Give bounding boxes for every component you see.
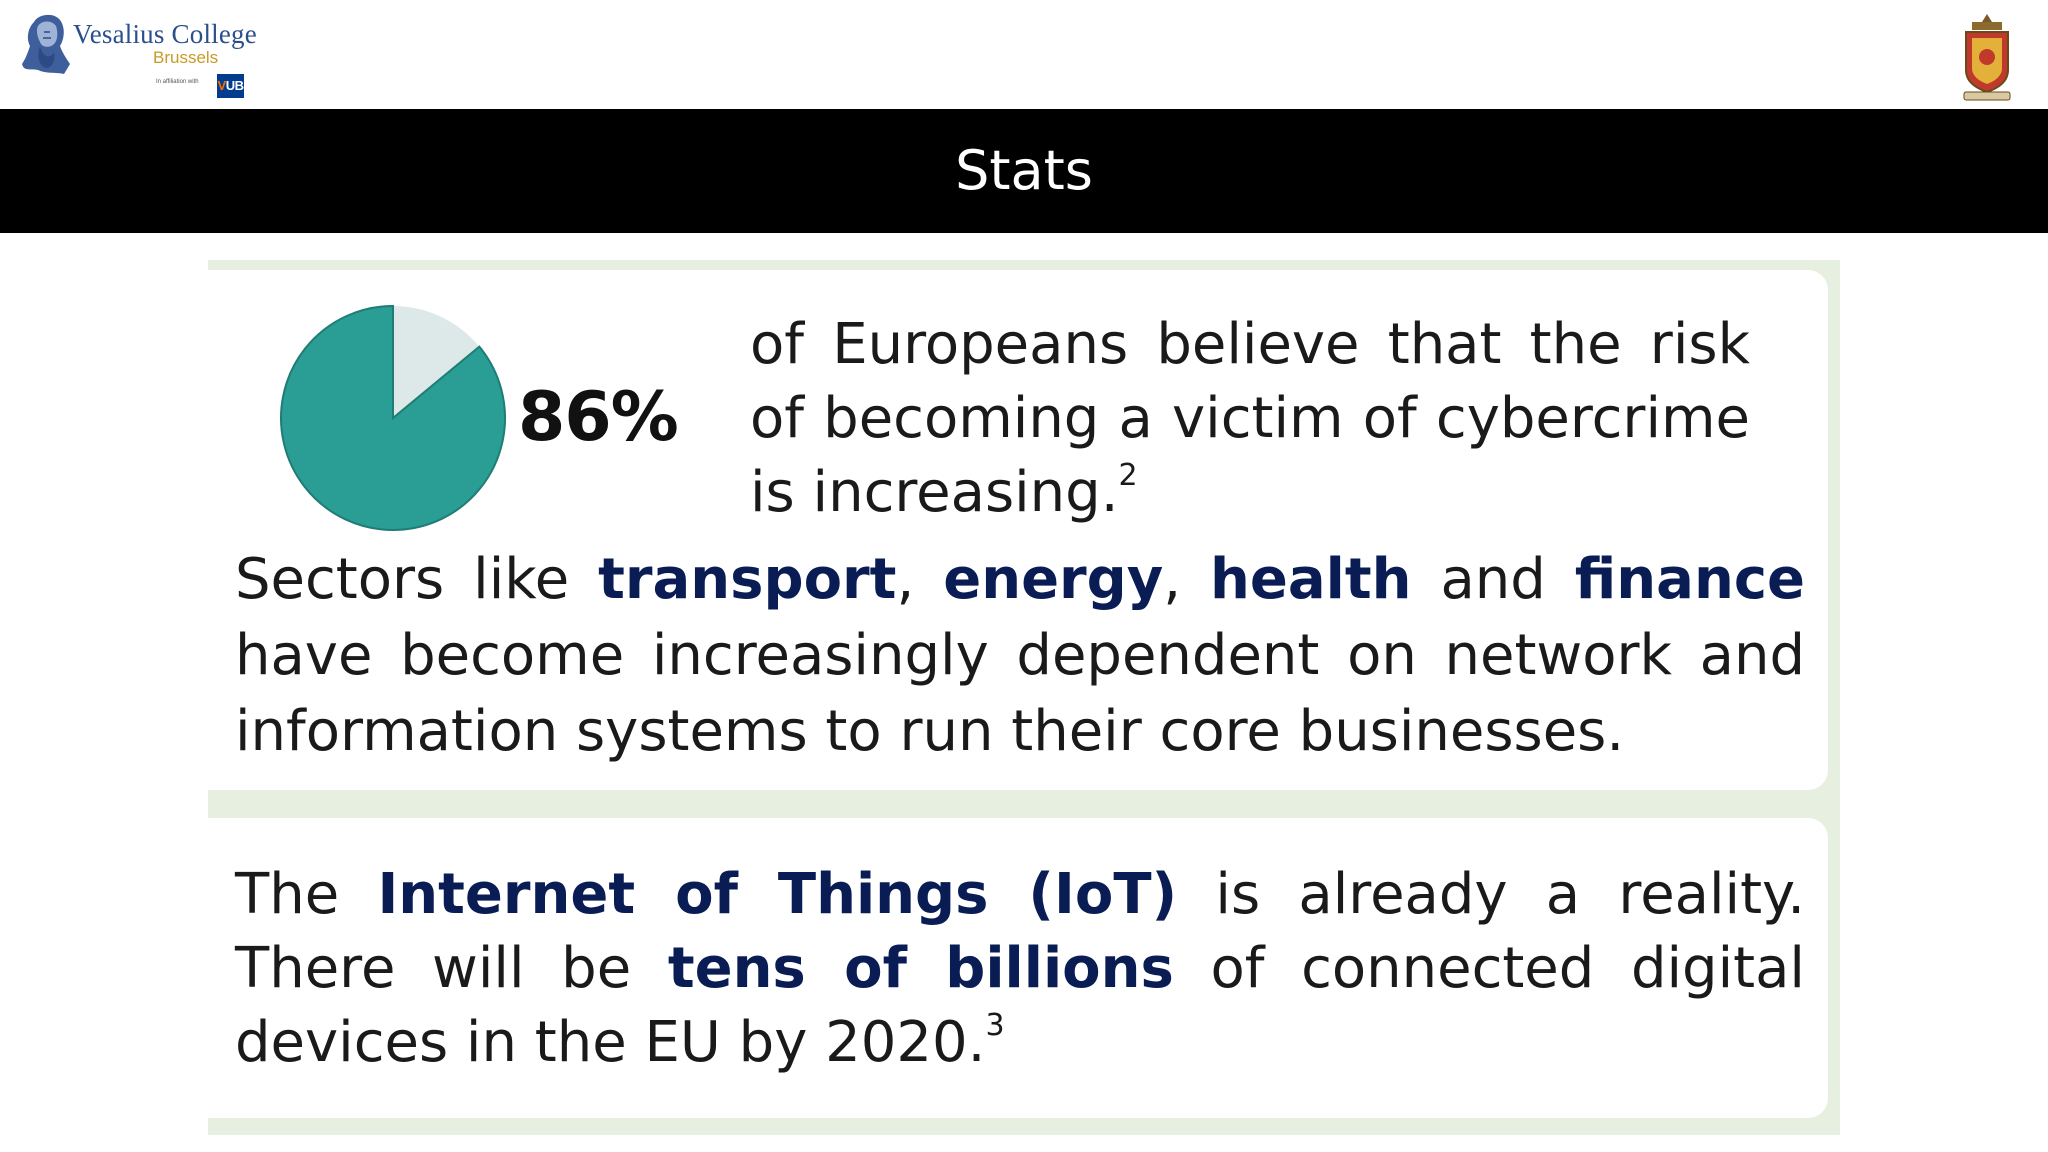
vub-badge-rest: UB [225,78,244,93]
content-panel: 86% of Europeans believe that the risk o… [208,260,1840,1135]
iot-text-3: of connected digital devices in the EU b… [235,936,1805,1075]
college-city: Brussels [153,48,219,67]
iot-text-1: The [235,862,378,927]
crest-icon [1963,14,2011,101]
footnote-2: 2 [1118,458,1138,493]
stat-text: of Europeans believe that the risk of be… [750,312,1750,525]
pie-slice-86 [280,304,506,531]
sector-finance: finance [1574,547,1805,612]
stat-description: of Europeans believe that the risk of be… [750,308,1750,530]
footnote-3: 3 [985,1008,1005,1043]
sectors-text-3: , [1163,547,1211,612]
sectors-text-5: have become increasingly dependent on ne… [235,623,1805,764]
vesalius-college-logo: Vesalius College Brussels In affiliation… [20,12,260,102]
stat-percent: 86% [518,378,679,457]
iot-card: The Internet of Things (IoT) is already … [208,818,1828,1118]
vub-badge: VUB [217,74,244,98]
sectors-text-4: and [1411,547,1575,612]
sectors-text-1: Sectors like [235,547,599,612]
stats-card: 86% of Europeans believe that the risk o… [208,270,1828,790]
iot-paragraph: The Internet of Things (IoT) is already … [235,858,1805,1080]
vub-badge-v: V [217,78,227,93]
sector-transport: transport [598,547,897,612]
sectors-paragraph: Sectors like transport, energy, health a… [235,542,1805,770]
vesalius-portrait-icon [22,14,70,74]
affiliation-text: In affiliation with [156,79,199,85]
college-name: Vesalius College [73,19,257,49]
sectors-text-2: , [896,547,944,612]
sector-energy: energy [943,547,1164,612]
iot-highlight: Internet of Things (IoT) [377,862,1178,927]
iot-text-2: is already a reality. There will be [235,862,1805,1001]
slide-title: Stats [955,139,1093,202]
title-band: Stats [0,109,2048,233]
percentage-pie-chart [280,304,506,531]
sector-health: health [1210,547,1412,612]
tens-of-billions-highlight: tens of billions [667,936,1174,1001]
